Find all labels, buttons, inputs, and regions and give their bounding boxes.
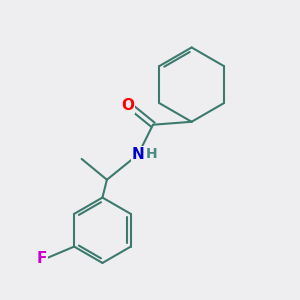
Text: F: F (36, 251, 47, 266)
Text: H: H (146, 148, 157, 161)
Text: N: N (132, 147, 145, 162)
Text: O: O (121, 98, 134, 113)
